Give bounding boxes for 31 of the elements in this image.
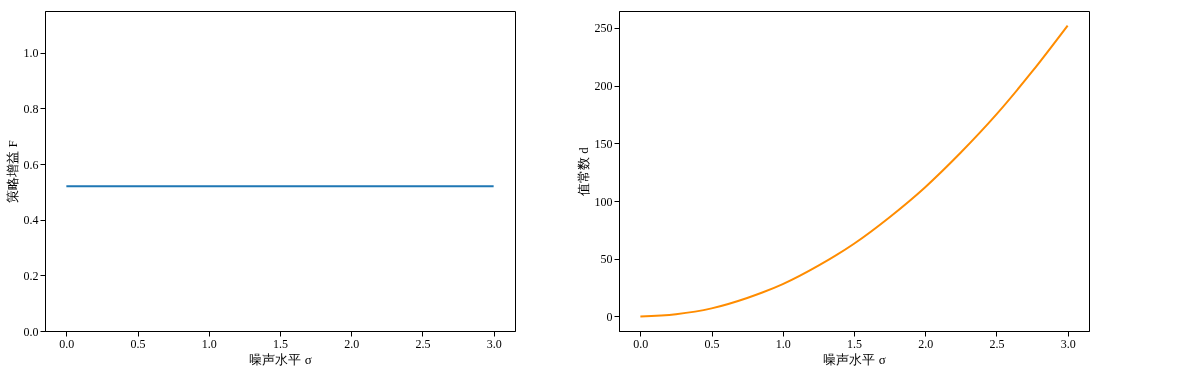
x-axis-title: 噪声水平 σ bbox=[249, 351, 312, 367]
y-tick-label: 0.6 bbox=[23, 157, 39, 172]
x-axis-title: 噪声水平 σ bbox=[823, 351, 886, 367]
x-tick-label: 1.0 bbox=[201, 336, 217, 351]
x-tick-label: 3.0 bbox=[1060, 336, 1076, 351]
x-tick-label: 2.0 bbox=[918, 336, 934, 351]
y-tick-label: 1.0 bbox=[23, 46, 39, 61]
y-tick-label: 200 bbox=[594, 79, 613, 94]
y-tick-label: 0.4 bbox=[23, 213, 39, 228]
y-axis-title: 值常数 d bbox=[575, 146, 591, 196]
x-tick-label: 2.5 bbox=[415, 336, 431, 351]
y-tick-label: 0.2 bbox=[23, 268, 39, 283]
x-tick-label: 0.5 bbox=[130, 336, 146, 351]
y-tick-label: 0.0 bbox=[23, 324, 39, 339]
y-tick-label: 150 bbox=[594, 136, 613, 151]
x-tick-label: 3.0 bbox=[486, 336, 502, 351]
x-tick-label: 2.5 bbox=[989, 336, 1005, 351]
y-tick-label: 50 bbox=[600, 252, 613, 267]
x-tick-label: 0.5 bbox=[704, 336, 720, 351]
x-tick-label: 2.0 bbox=[344, 336, 360, 351]
x-tick-label: 0.0 bbox=[633, 336, 649, 351]
y-tick-label: 250 bbox=[594, 21, 613, 36]
x-tick-label: 0.0 bbox=[59, 336, 75, 351]
line-series bbox=[639, 24, 1069, 318]
x-tick-label: 1.0 bbox=[775, 336, 791, 351]
y-axis-title: 策略增益 F bbox=[4, 140, 20, 203]
x-tick-label: 1.5 bbox=[847, 336, 862, 351]
y-tick-label: 0 bbox=[606, 309, 613, 324]
x-tick-label: 1.5 bbox=[273, 336, 288, 351]
y-tick-label: 100 bbox=[594, 194, 613, 209]
y-tick-label: 0.8 bbox=[23, 101, 39, 116]
